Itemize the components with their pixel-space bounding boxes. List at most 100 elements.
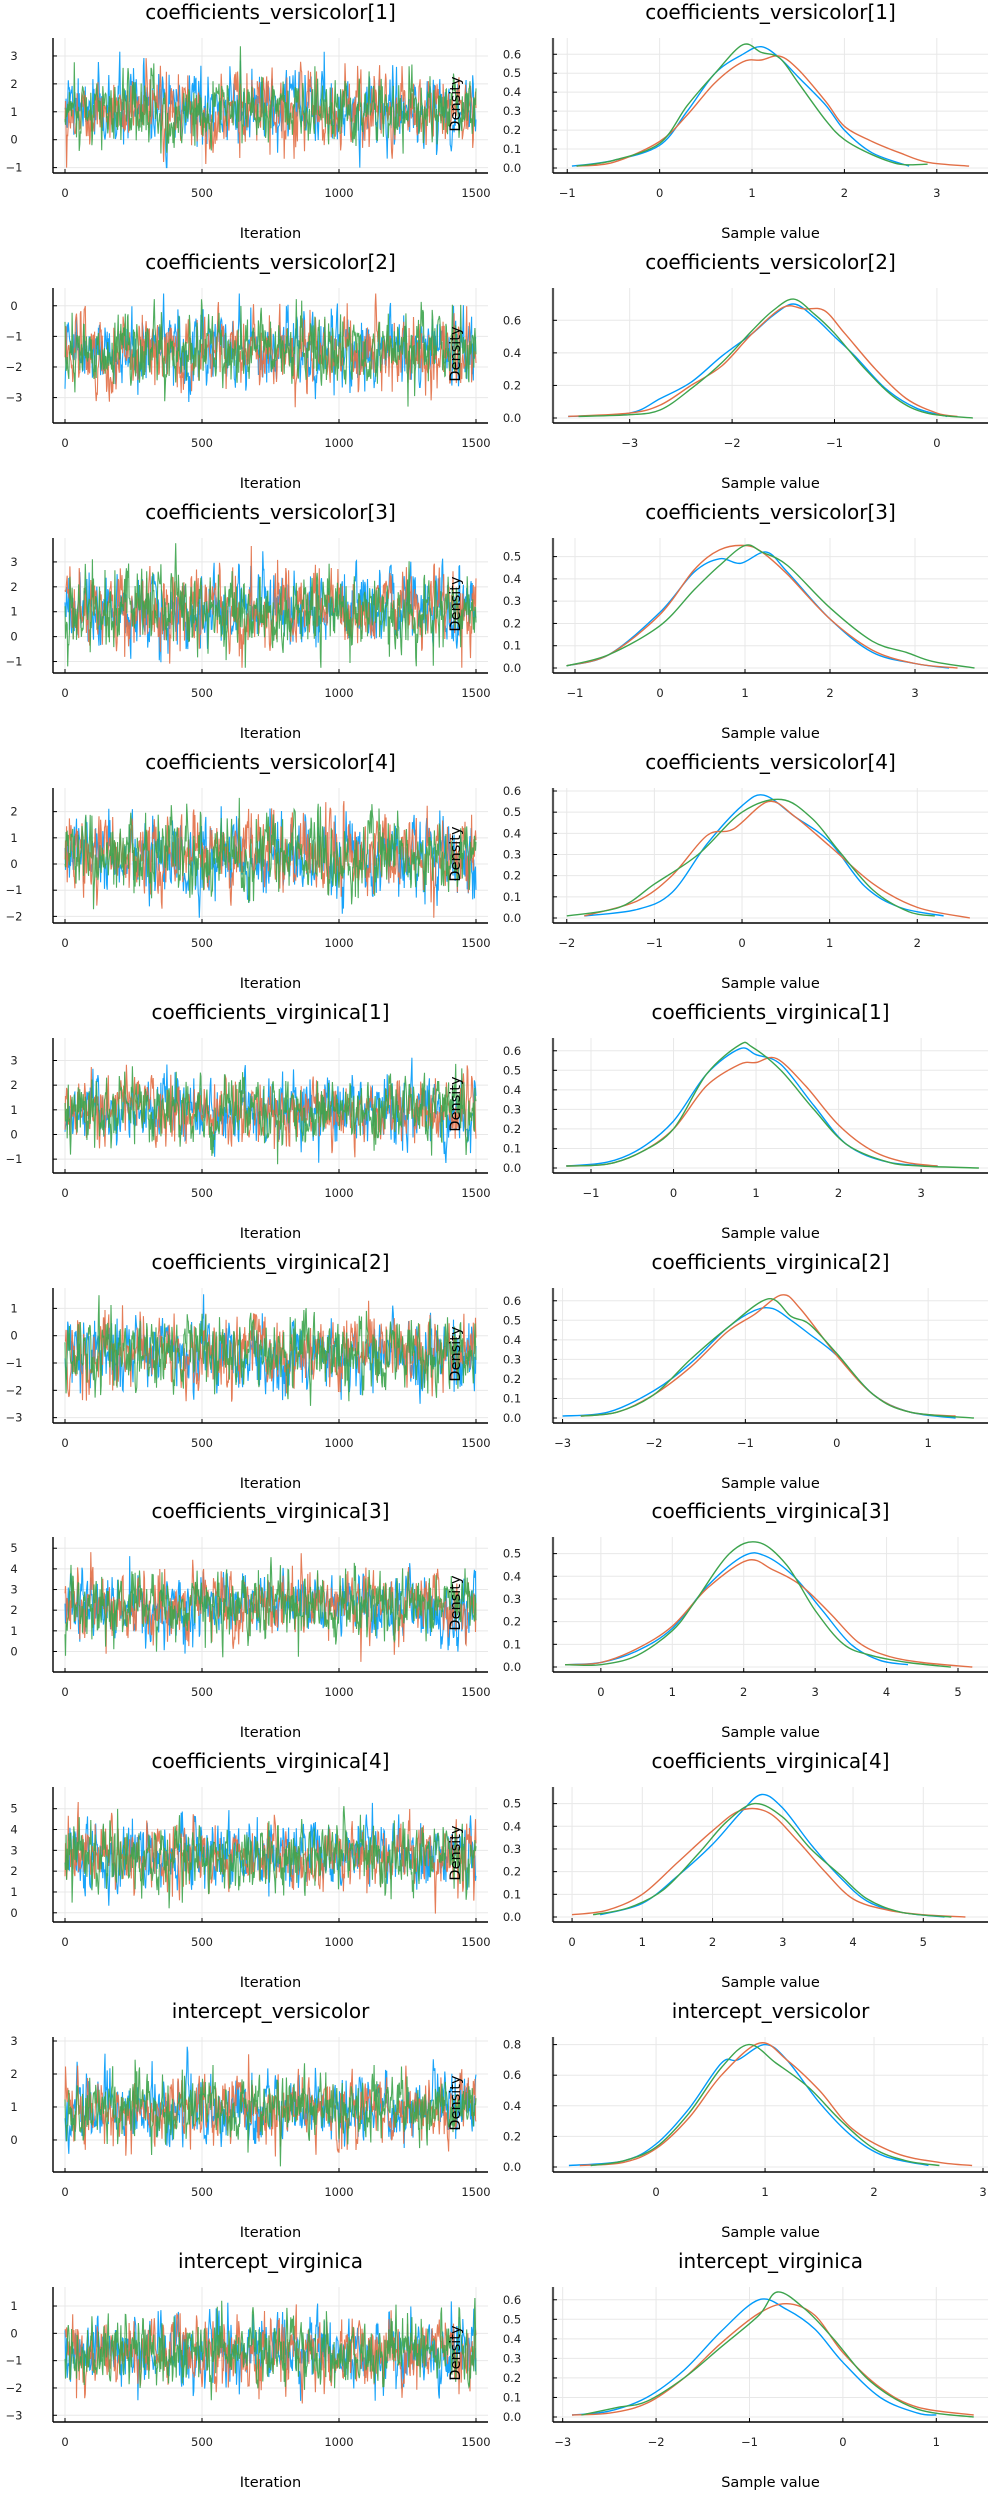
y-tick-label: 1 (10, 105, 17, 119)
trace-plot-title: coefficients_virginica[4] (152, 1749, 390, 1773)
density-curve-chain-3 (590, 2043, 940, 2167)
y-tick-label: 0.1 (503, 2390, 521, 2404)
y-tick-label: 3 (10, 1843, 17, 1857)
y-tick-label: 1 (10, 2299, 17, 2313)
y-tick-label: 2 (10, 2067, 17, 2081)
y-tick-label: 0.0 (503, 1910, 521, 1924)
density-curve-chain-2 (579, 2042, 973, 2167)
x-axis-label: Sample value (721, 976, 820, 992)
y-tick-label: 0.5 (503, 1313, 521, 1327)
y-tick-label: 0 (10, 1906, 17, 1920)
x-tick-label: 1 (761, 2185, 768, 2199)
parameter-row: coefficients_virginica[2] 0 500 1000 1500 −3 −… (6, 1250, 988, 1492)
x-tick-label: 1000 (324, 186, 353, 200)
density-curve-chain-1 (584, 794, 944, 917)
x-tick-label: 2 (841, 186, 848, 200)
y-tick-label: 0.2 (503, 1865, 521, 1879)
y-tick-label: 0.4 (503, 2099, 521, 2113)
x-tick-label: −2 (724, 436, 741, 450)
x-tick-label: 0 (61, 1186, 68, 1200)
y-tick-label: 0.0 (503, 1411, 521, 1425)
x-tick-label: 1 (741, 686, 748, 700)
x-axis-label: Iteration (240, 1226, 302, 1242)
x-tick-label: 500 (191, 186, 213, 200)
y-tick-label: 0.3 (503, 594, 521, 608)
x-tick-label: −1 (826, 436, 843, 450)
trace-line-chain-3 (64, 299, 477, 407)
x-tick-label: 0 (738, 936, 745, 950)
y-tick-label: 0.0 (503, 411, 521, 425)
x-axis-label: Sample value (721, 226, 820, 242)
x-tick-label: 3 (811, 1685, 818, 1699)
parameter-row: coefficients_versicolor[3] 0 500 1000 1500 −1… (6, 500, 988, 742)
y-tick-label: 0.4 (503, 572, 521, 586)
y-axis-label: Density (448, 2325, 464, 2381)
x-tick-label: 1 (748, 186, 755, 200)
parameter-row: coefficients_versicolor[2] 0 500 1000 1500 −3… (6, 250, 988, 492)
y-tick-label: 0 (10, 2326, 17, 2340)
x-tick-label: 0 (61, 186, 68, 200)
y-tick-label: 0.6 (503, 2068, 521, 2082)
density-plot: coefficients_versicolor[4] −2 −1 0 1 2 0.0 0.1 0… (448, 750, 988, 992)
x-tick-label: −1 (741, 2435, 758, 2449)
trace-plot-title: intercept_virginica (178, 2249, 363, 2273)
y-tick-label: 0.0 (503, 2410, 521, 2424)
trace-plot-title: coefficients_versicolor[3] (145, 500, 396, 524)
y-tick-label: 0 (10, 299, 17, 313)
density-curve-chain-2 (568, 305, 958, 418)
y-tick-label: 0.6 (503, 784, 521, 798)
trace-plot-title: coefficients_virginica[2] (152, 1250, 390, 1274)
x-axis-label: Iteration (240, 726, 302, 742)
density-curve-chain-1 (565, 1552, 909, 1666)
y-tick-label: 2 (10, 580, 17, 594)
y-tick-label: 0.2 (503, 616, 521, 630)
density-curve-chain-2 (565, 1559, 973, 1668)
density-curve-chain-3 (578, 298, 973, 419)
density-plot-title: intercept_virginica (678, 2249, 863, 2273)
x-tick-label: 0 (839, 2435, 846, 2449)
y-tick-label: 0.0 (503, 2160, 521, 2174)
y-tick-label: 0.0 (503, 1660, 521, 1674)
y-tick-label: 0 (10, 630, 17, 644)
trace-line-chain-3 (64, 797, 477, 910)
x-tick-label: 1500 (461, 2435, 490, 2449)
y-tick-label: −3 (6, 391, 23, 405)
x-tick-label: 3 (911, 686, 918, 700)
y-tick-label: 0.5 (503, 2312, 521, 2326)
x-tick-label: 1500 (461, 436, 490, 450)
y-axis-label: Density (448, 1326, 464, 1382)
y-tick-label: 0 (10, 133, 17, 147)
x-tick-label: 0 (656, 686, 663, 700)
trace-line-chain-3 (64, 1063, 477, 1165)
density-curve-chain-3 (566, 544, 975, 669)
density-curve-chain-3 (566, 798, 935, 917)
x-axis-label: Iteration (240, 2475, 302, 2491)
trace-line-chain-3 (64, 2059, 477, 2167)
x-tick-label: 2 (826, 686, 833, 700)
x-tick-label: 0 (61, 686, 68, 700)
y-tick-label: 2 (10, 1603, 17, 1617)
y-tick-label: 0.2 (503, 1615, 521, 1629)
y-tick-label: 4 (10, 1823, 17, 1837)
y-tick-label: 0.3 (503, 2351, 521, 2365)
x-tick-label: 3 (779, 1935, 786, 1949)
y-tick-label: 0.1 (503, 639, 521, 653)
y-tick-label: 2 (10, 77, 17, 91)
x-axis-label: Sample value (721, 726, 820, 742)
x-tick-label: 1500 (461, 936, 490, 950)
y-tick-label: 0 (10, 1644, 17, 1658)
trace-plot: intercept_versicolor 0 500 1000 1500 0 1 2 3 Iter… (10, 1999, 490, 2241)
density-curve-chain-1 (568, 303, 948, 418)
y-tick-label: 0.6 (503, 47, 521, 61)
y-tick-label: 0.5 (503, 1797, 521, 1811)
density-plot-title: coefficients_virginica[1] (652, 1000, 890, 1024)
y-tick-label: 0.3 (503, 1102, 521, 1116)
density-curve-chain-1 (599, 1793, 945, 1918)
y-tick-label: 0.6 (503, 313, 521, 327)
trace-plot-title: coefficients_versicolor[2] (145, 250, 396, 274)
x-tick-label: 1000 (324, 1935, 353, 1949)
density-curve-chain-1 (562, 1306, 956, 1419)
x-tick-label: 500 (191, 436, 213, 450)
density-plot: coefficients_virginica[2] −3 −2 −1 0 1 0.0 0.1 0… (448, 1250, 988, 1492)
